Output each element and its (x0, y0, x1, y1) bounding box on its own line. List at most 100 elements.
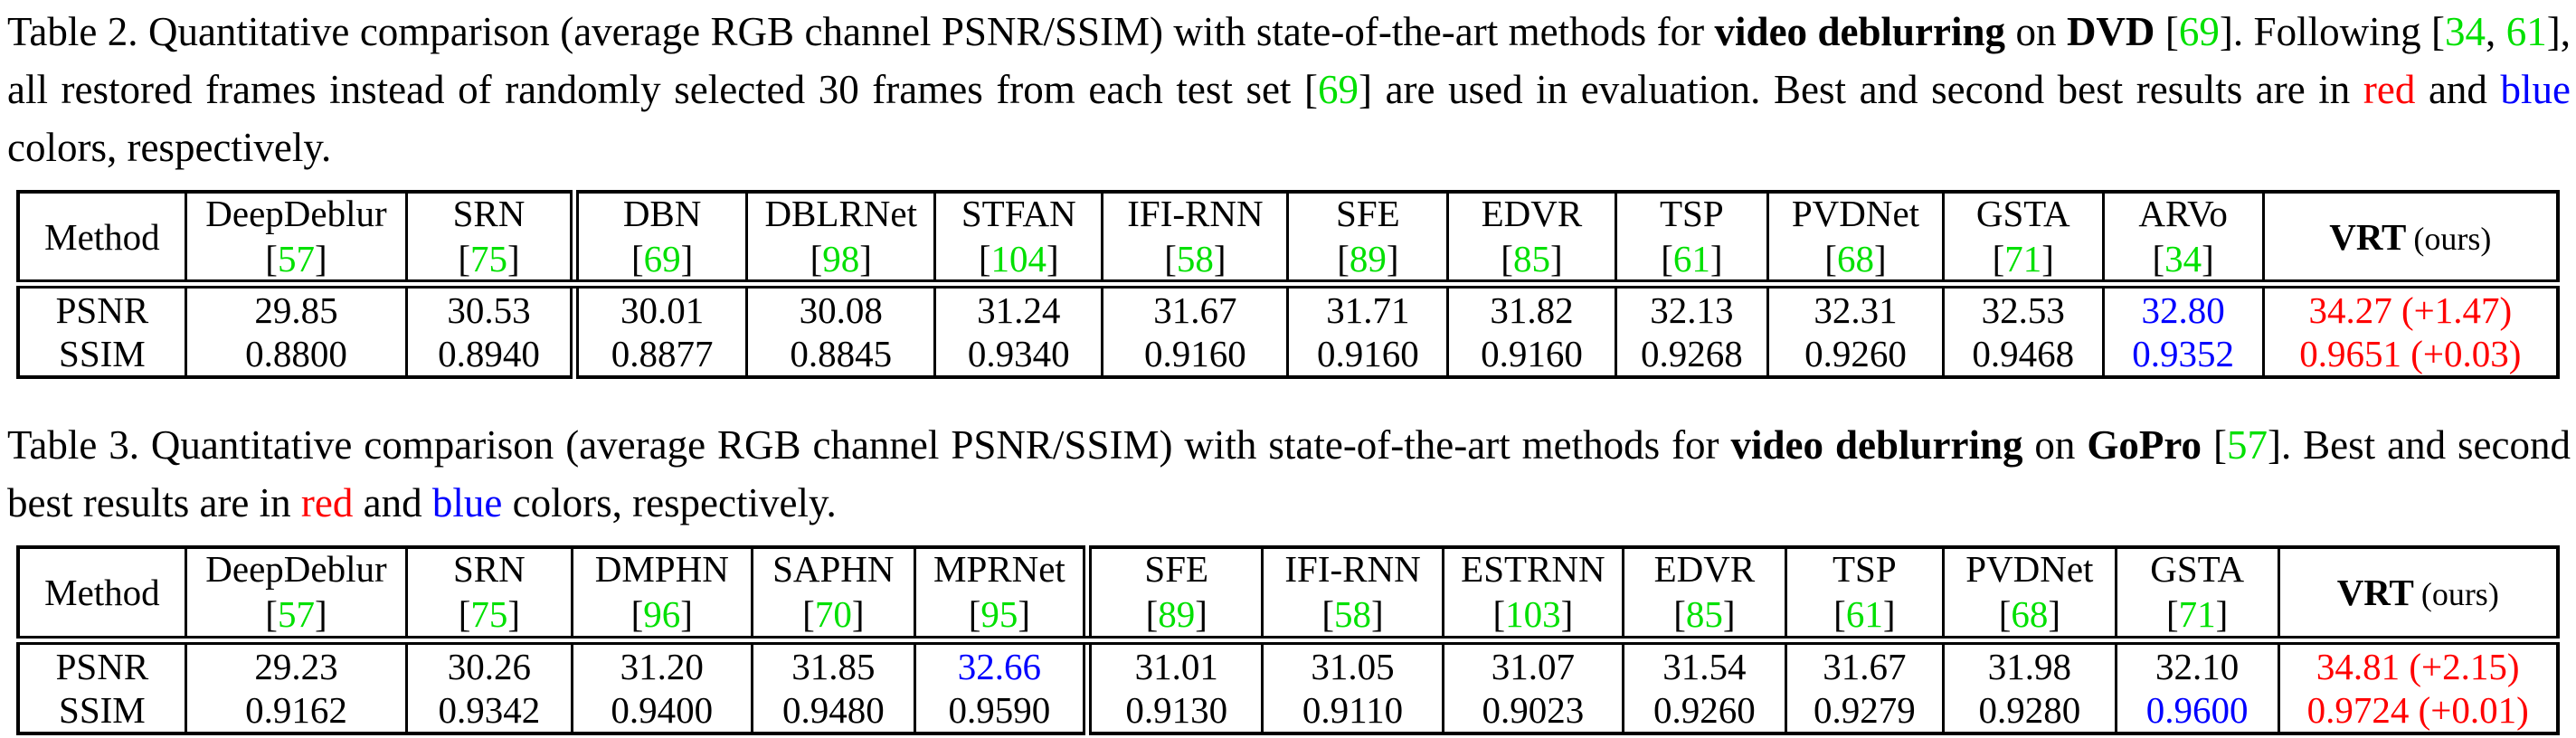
value-cell-edvr-ssim: 0.9260 (1622, 688, 1786, 734)
value-cell-vrt-ssim: 0.9651 (+0.03) (2261, 332, 2558, 378)
bracket-close: ] (1213, 237, 1226, 279)
bracket-open: [ (802, 593, 815, 636)
bracket-open: [ (630, 237, 644, 279)
bracket-open: [ (1492, 593, 1506, 636)
value-cell-ifi-rnn-psnr: 31.05 (1261, 640, 1444, 689)
table3-col-header-saphn: SAPHN [70] (750, 547, 915, 646)
citation-ref: [58] (1107, 237, 1283, 279)
citation-ref: [71] (1948, 237, 2098, 279)
value-cell-stfan-psnr: 31.24 (933, 284, 1103, 333)
value-cell-edvr-psnr: 31.54 (1622, 640, 1786, 689)
table3-col-header-ifi-rnn: IFI-RNN [58] (1261, 547, 1444, 646)
method-name: SRN (452, 192, 526, 234)
bracket-close: ] (2215, 593, 2229, 636)
value-cell-deepdeblur-psnr: 29.23 (184, 640, 407, 689)
citation-ref: [104] (940, 237, 1097, 279)
value-cell-deepdeblur-ssim: 0.9162 (184, 688, 407, 734)
bracket-close: ] (1560, 593, 1574, 636)
table2-dvd-results-table: Method DeepDeblur [57] SRN [75] DBN [69] DBLRNe… (16, 189, 2560, 380)
bracket-open: [ (1833, 593, 1846, 636)
table3-gopro-results-table: Method DeepDeblur [57] SRN [75] DMPHN [96] SAPH… (16, 545, 2560, 736)
citation-number: 61 (1845, 593, 1883, 636)
bracket-close: ] (1195, 593, 1208, 636)
citation-number: 34 (2445, 9, 2486, 54)
citation-ref: [98] (752, 238, 930, 276)
value-cell-saphn-ssim: 0.9480 (750, 688, 915, 734)
method-name: ESTRNN (1461, 548, 1605, 591)
value-cell-pvdnet-ssim: 0.9280 (1941, 688, 2117, 734)
value-cell-tsp-ssim: 0.9268 (1614, 332, 1768, 378)
table3-row-label-psnr: PSNR (55, 646, 149, 688)
table2-header-row: Method DeepDeblur [57] SRN [75] DBN [69] DBLRNe… (18, 191, 2558, 289)
citation-ref: [70] (757, 593, 910, 636)
caption-text: [ (2155, 9, 2179, 54)
value-cell-dblrnet-psnr: 30.08 (745, 284, 935, 333)
citation-number: 69 (1318, 66, 1359, 112)
bracket-open: [ (1337, 237, 1350, 279)
value-cell-tsp-ssim: 0.9279 (1784, 688, 1944, 734)
citation-number: 69 (643, 237, 681, 279)
bracket-open: [ (1145, 593, 1159, 636)
table3-row-label-ssim: SSIM (59, 689, 146, 732)
caption-bold-text: DVD (2066, 9, 2155, 54)
value-cell-arvo-ssim: 0.9352 (2101, 332, 2264, 378)
vrt-method-name: VRT (2329, 215, 2407, 258)
caption-text: and (2415, 66, 2501, 112)
citation-number: 70 (814, 593, 852, 636)
bracket-close: ] (1386, 237, 1399, 279)
bracket-close: ] (1046, 237, 1059, 279)
caption-blue-word: blue (2500, 66, 2571, 112)
citation-number: 75 (470, 237, 507, 279)
table2-col-header-ifi-rnn: IFI-RNN [58] (1101, 191, 1288, 289)
citation-number: 34 (2164, 237, 2202, 279)
method-name: IFI-RNN (1284, 548, 1421, 591)
citation-number: 61 (2505, 9, 2547, 54)
method-name: STFAN (961, 192, 1076, 234)
table2-col-header-arvo: ARVo [34] (2101, 191, 2264, 289)
bracket-open: [ (1321, 593, 1335, 636)
vrt-method-name: VRT (2336, 572, 2414, 614)
value-cell-srn-ssim: 0.8940 (405, 332, 574, 378)
value-cell-gsta-ssim: 0.9600 (2114, 688, 2279, 734)
bracket-close: ] (507, 593, 520, 636)
citation-ref: [75] (412, 237, 566, 279)
table3-row-ssim: SSIM 0.9162 0.9342 0.9400 0.9480 0.9590 0.9130… (18, 688, 2558, 734)
citation-number: 89 (1349, 237, 1387, 279)
method-name: TSP (1660, 192, 1724, 234)
bracket-open: [ (978, 237, 991, 279)
citation-number: 68 (1836, 237, 1874, 279)
table3-col-header-sfe: SFE [89] (1083, 547, 1263, 646)
bracket-open: [ (1992, 237, 2005, 279)
value-cell-ifi-rnn-ssim: 0.9110 (1261, 688, 1444, 734)
citation-ref: [61] (1791, 593, 1938, 636)
method-name: PVDNet (1791, 192, 1920, 234)
bracket-close: ] (680, 237, 694, 279)
table2-row-ssim: SSIM 0.8800 0.8940 0.8877 0.8845 0.9340 0.9160… (18, 332, 2558, 378)
value-cell-gsta-psnr: 32.10 (2114, 640, 2279, 689)
bracket-open: [ (1501, 237, 1513, 279)
table3-col-header-estrnn: ESTRNN [103] (1441, 547, 1624, 646)
caption-text: Table 2. Quantitative comparison (averag… (7, 9, 1715, 54)
value-cell-dbn-psnr: 30.01 (569, 284, 747, 333)
citation-number: 58 (1334, 593, 1372, 636)
value-cell-dmphn-psnr: 31.20 (570, 640, 753, 689)
value-cell-gsta-ssim: 0.9468 (1941, 332, 2104, 378)
bracket-open: [ (1998, 593, 2012, 636)
citation-number: 57 (277, 237, 315, 279)
citation-number: 103 (1505, 593, 1561, 636)
citation-ref: [71] (2121, 593, 2274, 636)
caption-text: on (2022, 422, 2088, 468)
citation-ref: [75] (412, 593, 567, 636)
bracket-close: ] (1018, 593, 1031, 636)
method-name: PVDNet (1965, 548, 2094, 591)
value-cell-ifi-rnn-ssim: 0.9160 (1101, 332, 1288, 378)
value-cell-sfe-ssim: 0.9130 (1083, 688, 1263, 734)
value-cell-pvdnet-psnr: 31.98 (1941, 640, 2117, 689)
citation-number: 104 (990, 237, 1047, 279)
table3-col-header-edvr: EDVR [85] (1622, 547, 1786, 646)
value-cell-estrnn-psnr: 31.07 (1441, 640, 1624, 689)
method-column-label: Method (44, 215, 160, 258)
value-cell-dbn-ssim: 0.8877 (569, 332, 747, 378)
value-cell-arvo-psnr: 32.80 (2101, 284, 2264, 333)
value-cell-saphn-psnr: 31.85 (750, 640, 915, 689)
